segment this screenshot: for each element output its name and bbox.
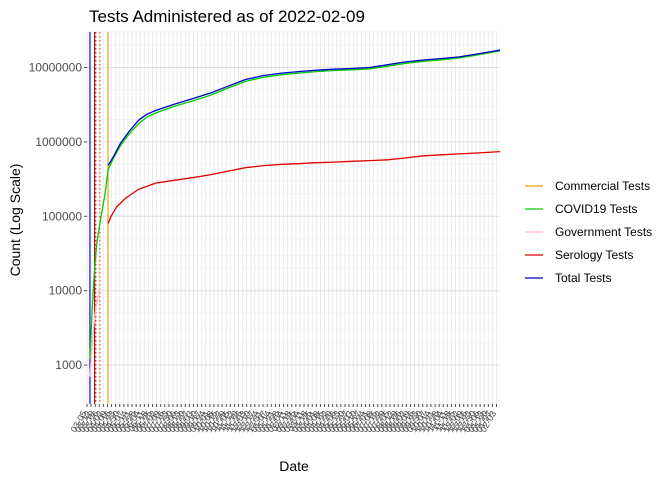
x-axis-title: Date	[279, 458, 309, 474]
legend-label: Serology Tests	[555, 248, 634, 262]
y-tick-label: 100000	[42, 209, 82, 223]
legend-label: COVID19 Tests	[555, 202, 637, 216]
series-lines	[89, 49, 501, 377]
legend: Commercial Tests COVID19 Tests Government …	[525, 179, 652, 285]
series-line	[89, 287, 101, 377]
series-line	[89, 50, 501, 360]
legend-label: Government Tests	[555, 225, 652, 239]
y-tick-label: 10000	[49, 284, 83, 298]
chart-title: Tests Administered as of 2022-02-09	[89, 7, 365, 26]
series-line	[107, 150, 501, 224]
reference-lines	[89, 32, 109, 404]
plot-grid	[86, 31, 500, 404]
plot-panel	[87, 32, 500, 404]
legend-label: Commercial Tests	[555, 179, 650, 193]
y-tick-label: 1000000	[35, 135, 82, 149]
series-line	[107, 49, 501, 166]
x-axis-ticks: 03-0503-1203-1903-2604-0204-0904-1604-23…	[69, 404, 498, 434]
y-axis-ticks: 1000 10000 100000 1000000 10000000	[29, 60, 87, 372]
y-tick-label: 10000000	[29, 60, 83, 74]
y-tick-label: 1000	[55, 358, 82, 372]
legend-label: Total Tests	[555, 271, 611, 285]
y-axis-title: Count (Log Scale)	[7, 164, 23, 277]
